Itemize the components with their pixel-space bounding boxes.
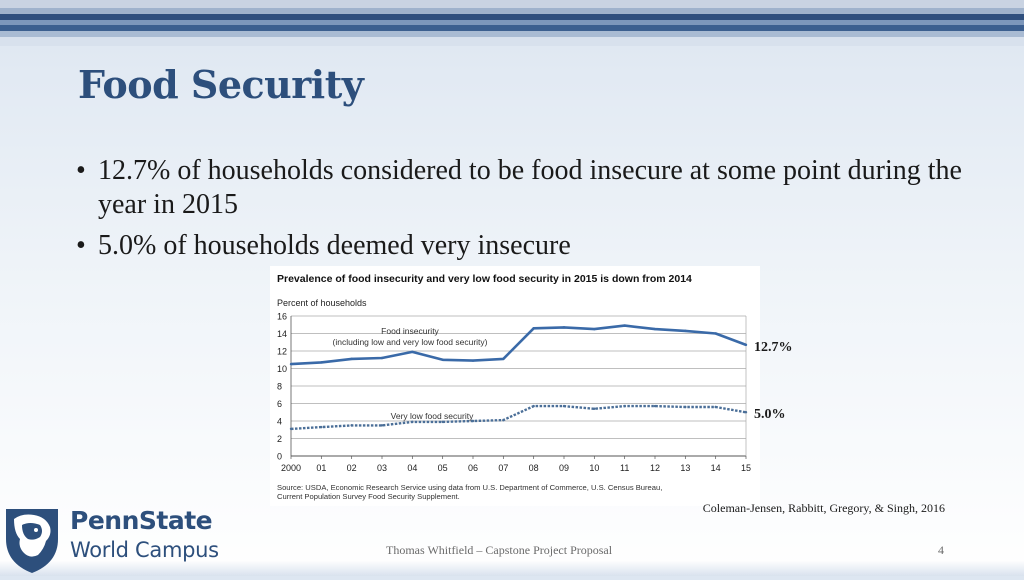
y-tick-label: 16 xyxy=(277,312,287,322)
series-label: Food insecurity xyxy=(381,326,439,336)
y-tick-label: 2 xyxy=(277,434,282,444)
data-point xyxy=(471,359,475,362)
data-point xyxy=(744,411,748,414)
y-tick-label: 8 xyxy=(277,382,282,392)
data-point xyxy=(411,420,414,424)
y-tick-label: 0 xyxy=(277,452,282,462)
slide-title: Food Security xyxy=(78,62,364,107)
data-point xyxy=(623,324,626,327)
x-tick-label: 04 xyxy=(407,463,417,473)
top-stripe-band xyxy=(0,0,1024,46)
data-point xyxy=(562,404,566,408)
logo-text-world-campus: World Campus xyxy=(70,538,219,562)
x-tick-label: 11 xyxy=(620,463,629,473)
x-tick-label: 07 xyxy=(498,463,508,473)
pennstate-logo xyxy=(0,505,230,576)
x-tick-label: 09 xyxy=(559,463,569,473)
callout-food-insecurity: 12.7% xyxy=(754,340,793,355)
bullet-item: • 5.0% of households deemed very insecur… xyxy=(76,229,976,263)
data-point xyxy=(380,424,384,427)
line-chart: Prevalence of food insecurity and very l… xyxy=(270,266,760,506)
chart-figure: Prevalence of food insecurity and very l… xyxy=(270,266,760,506)
data-point xyxy=(653,404,657,408)
data-point xyxy=(380,356,384,360)
y-tick-label: 4 xyxy=(277,417,282,427)
x-tick-label: 13 xyxy=(680,463,690,473)
x-tick-label: 08 xyxy=(529,463,539,473)
chart-source-line: Source: USDA, Economic Research Service … xyxy=(277,483,662,492)
data-point xyxy=(502,418,505,422)
data-point xyxy=(350,424,353,427)
data-point xyxy=(289,427,293,431)
data-point xyxy=(289,362,293,366)
data-point xyxy=(593,327,596,331)
citation: Coleman-Jensen, Rabbitt, Gregory, & Sing… xyxy=(702,501,945,515)
x-tick-label: 03 xyxy=(377,463,387,473)
footer-text: Thomas Whitfield – Capstone Project Prop… xyxy=(386,543,613,557)
data-point xyxy=(653,327,657,331)
series-label: (including low and very low food securit… xyxy=(333,337,488,347)
data-point xyxy=(744,343,748,347)
data-point xyxy=(441,358,444,361)
data-point xyxy=(684,329,687,333)
y-tick-label: 6 xyxy=(277,399,282,409)
x-tick-label: 10 xyxy=(589,463,599,473)
bottom-band xyxy=(0,560,1024,576)
data-point xyxy=(320,361,323,364)
data-point xyxy=(623,404,626,408)
series-line-very-low-food-security xyxy=(290,404,747,431)
y-tick-label: 14 xyxy=(277,329,287,339)
chart-source-line: Current Population Survey Food Security … xyxy=(277,492,460,501)
x-tick-label: 12 xyxy=(650,463,660,473)
data-point xyxy=(320,425,323,429)
y-axis-label: Percent of households xyxy=(277,298,367,308)
bullet-text: 12.7% of households considered to be foo… xyxy=(98,155,962,220)
page-number: 4 xyxy=(938,543,944,557)
data-point xyxy=(532,404,535,408)
x-tick-label: 15 xyxy=(741,463,751,473)
data-point xyxy=(684,405,687,409)
bullet-item: • 12.7% of households considered to be f… xyxy=(76,154,976,222)
series-line-food-insecurity xyxy=(290,324,747,366)
bullet-text: 5.0% of households deemed very insecure xyxy=(98,230,571,261)
x-tick-label: 02 xyxy=(347,463,357,473)
callout-very-low: 5.0% xyxy=(754,407,786,422)
data-point xyxy=(350,357,353,361)
x-tick-label: 05 xyxy=(438,463,448,473)
data-point xyxy=(562,326,566,329)
data-point xyxy=(471,419,475,423)
data-point xyxy=(441,420,444,424)
logo-text-pennstate: PennState xyxy=(70,506,213,535)
nittany-lion-shield-icon xyxy=(6,509,58,573)
data-point xyxy=(532,327,535,330)
data-point xyxy=(411,350,414,354)
data-point xyxy=(714,405,717,409)
data-point xyxy=(714,332,717,335)
chart-title: Prevalence of food insecurity and very l… xyxy=(277,273,692,285)
x-tick-label: 06 xyxy=(468,463,478,473)
series-label: Very low food security xyxy=(391,411,474,421)
bullet-dot: • xyxy=(76,155,86,186)
y-tick-label: 10 xyxy=(277,364,287,374)
x-tick-label: 2000 xyxy=(281,463,301,473)
bullet-dot: • xyxy=(76,230,86,261)
data-point xyxy=(593,407,596,410)
x-tick-label: 01 xyxy=(316,463,326,473)
y-tick-label: 12 xyxy=(277,347,287,357)
data-point xyxy=(502,357,505,361)
bullet-list: • 12.7% of households considered to be f… xyxy=(76,154,976,270)
x-tick-label: 14 xyxy=(711,463,721,473)
